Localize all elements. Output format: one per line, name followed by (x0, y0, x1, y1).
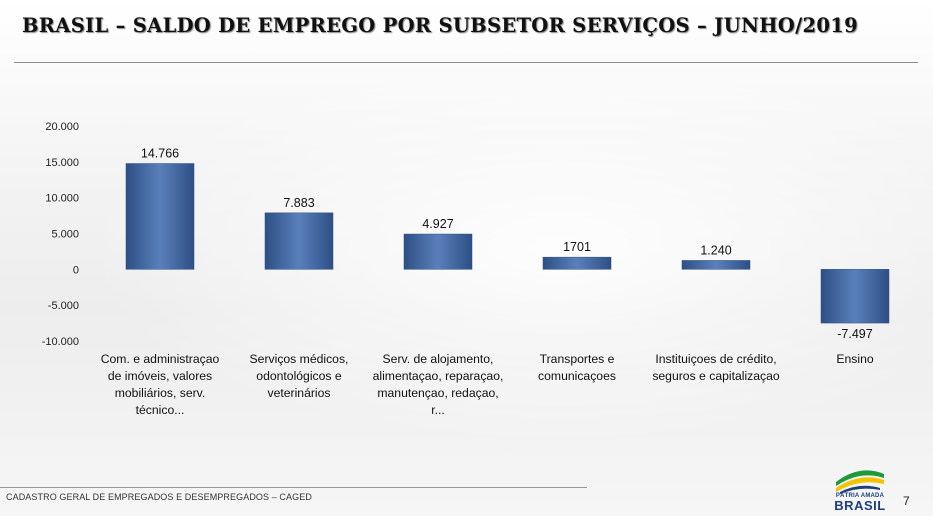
y-axis: 20.000 15.000 10.000 5.000 0 -5.000 -10.000 (42, 121, 79, 348)
x-category-line: veterinários (267, 386, 331, 400)
logo-name: BRASIL (834, 498, 886, 513)
y-tick-label: 0 (73, 264, 79, 276)
x-category-line: seguros e capitalizaçao (652, 369, 780, 383)
bar (820, 269, 890, 324)
x-category-line: Transportes e (539, 352, 615, 366)
data-labels: 14.766 7.883 4.927 1701 1.240 -7.497 (141, 147, 873, 342)
y-tick-label: 20.000 (45, 121, 79, 133)
data-label: 1.240 (700, 243, 731, 257)
data-label: 7.883 (283, 196, 314, 210)
x-category-line: Serv. de alojamento, (382, 352, 494, 366)
x-category-line: comunicaçoes (538, 369, 616, 383)
y-tick-label: 10.000 (45, 193, 79, 205)
x-category-line: Serviços médicos, (249, 352, 349, 366)
data-label: 4.927 (422, 217, 453, 231)
x-category-label: Ensino (785, 351, 925, 368)
bar (542, 256, 612, 270)
y-tick-label: -5.000 (48, 300, 79, 312)
x-category-line: técnico... (135, 403, 185, 417)
bar (681, 260, 751, 270)
bar (403, 233, 473, 270)
x-category-line: manutençao, redaçao, (377, 386, 499, 400)
x-category-line: Com. e administraçao (100, 352, 220, 366)
y-tick-label: 15.000 (45, 157, 79, 169)
x-category-line: alimentaçao, reparaçao, (372, 369, 504, 383)
title-divider (14, 62, 918, 63)
y-tick-label: -10.000 (42, 336, 79, 348)
bar (264, 212, 334, 270)
x-category-line: mobiliários, serv. (114, 386, 206, 400)
flag-emblem-icon (836, 470, 884, 494)
x-category-line: Instituiçoes de crédito, (655, 352, 777, 366)
x-category-label: Transportes e comunicaçoes (507, 351, 647, 385)
x-category-line: odontológicos e (256, 369, 342, 383)
bars (125, 163, 890, 324)
brasil-logo: PÁTRIA AMADA BRASIL (830, 462, 890, 514)
y-tick-label: 5.000 (51, 229, 79, 241)
x-category-line: de imóveis, valores (107, 369, 213, 383)
bar (125, 163, 195, 270)
page-title: BRASIL – SALDO DE EMPREGO POR SUBSETOR S… (22, 14, 858, 37)
x-category-line: r... (431, 403, 445, 417)
bar-chart: 20.000 15.000 10.000 5.000 0 -5.000 -10.000 14… (42, 121, 890, 348)
x-category-label: Serv. de alojamento, alimentaçao, reparaç… (368, 351, 508, 419)
footer-divider (0, 487, 587, 488)
x-category-line: Ensino (836, 352, 874, 366)
data-label: 14.766 (141, 147, 179, 161)
data-label: -7.497 (837, 327, 872, 341)
x-category-label: Instituiçoes de crédito, seguros e capita… (646, 351, 786, 385)
x-category-label: Serviços médicos, odontológicos e veteriná… (229, 351, 369, 402)
logo-tagline: PÁTRIA AMADA (835, 493, 885, 499)
data-label: 1701 (563, 240, 591, 254)
x-category-label: Com. e administraçao de imóveis, valores m… (90, 351, 230, 419)
page-number: 7 (903, 494, 910, 508)
footer-source: CADASTRO GERAL DE EMPREGADOS E DESEMPREG… (6, 492, 312, 502)
